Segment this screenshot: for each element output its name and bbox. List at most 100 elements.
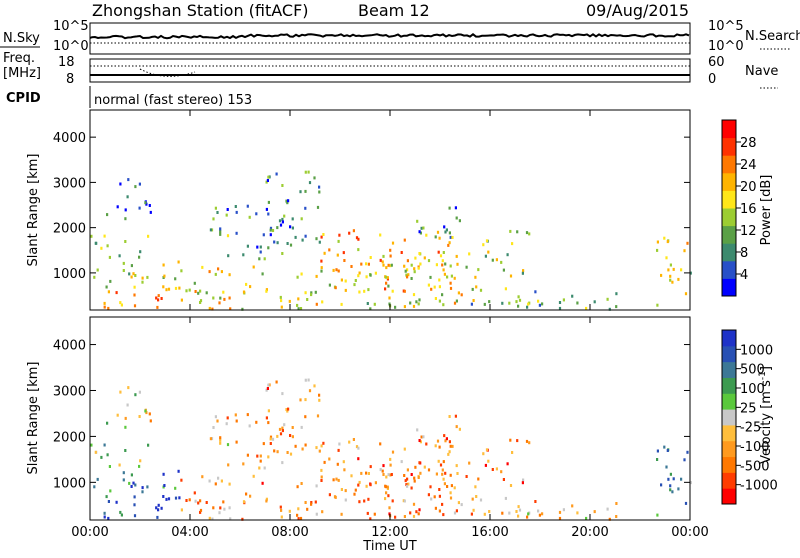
data-cell [391, 289, 394, 293]
data-cell [255, 420, 258, 424]
data-cell [266, 387, 269, 390]
data-cell [124, 240, 127, 243]
x-tick-label: 12:00 [371, 525, 408, 540]
data-cell [180, 508, 183, 512]
data-cell [438, 445, 441, 449]
data-cell [315, 274, 318, 278]
data-cell [369, 517, 372, 521]
data-cell [518, 298, 522, 302]
data-cell [449, 281, 452, 285]
data-cell [357, 237, 360, 241]
data-cell [571, 294, 574, 298]
data-cell [144, 409, 147, 413]
data-cell [448, 440, 451, 444]
data-cell [115, 500, 118, 504]
data-cell [300, 425, 303, 429]
data-cell [558, 516, 562, 520]
data-cell [322, 233, 325, 236]
data-cell [167, 497, 171, 501]
data-cell [528, 441, 531, 445]
data-cell [133, 304, 137, 308]
data-cell [444, 439, 447, 443]
data-cell [105, 495, 108, 499]
data-cell [465, 265, 468, 269]
data-cell [217, 267, 220, 271]
colorbar-tick-label: 28 [740, 136, 757, 151]
data-cell [414, 465, 417, 469]
beam-label: Beam 12 [358, 1, 430, 20]
data-cell [671, 490, 674, 494]
data-cell [382, 473, 385, 476]
data-cell [615, 305, 618, 309]
data-cell [425, 442, 428, 446]
velocity-panel-frame [89, 316, 691, 521]
data-cell [106, 421, 109, 425]
data-cell [502, 268, 505, 272]
data-cell [660, 273, 663, 277]
data-cell [374, 271, 377, 275]
nsearch-tick-top: 10^5 [708, 19, 744, 34]
data-cell [363, 289, 366, 293]
data-cell [379, 258, 382, 262]
data-cell [403, 264, 406, 268]
data-cell [307, 378, 310, 382]
data-cell [301, 238, 304, 242]
data-cell [438, 236, 441, 240]
data-cell [449, 473, 452, 477]
data-cell [188, 288, 191, 292]
colorbar-tick-label: -1000 [740, 479, 778, 494]
data-cell [267, 246, 270, 250]
data-cell [228, 273, 231, 277]
power-y-axis-label: Slant Range [km] [26, 154, 41, 267]
data-cell [410, 486, 413, 490]
data-cell [134, 483, 137, 487]
data-cell [280, 508, 283, 512]
data-cell [403, 515, 406, 518]
data-cell [323, 460, 326, 464]
data-cell [155, 296, 158, 300]
data-cell [279, 223, 283, 227]
data-cell [146, 485, 149, 489]
data-cell [316, 205, 320, 209]
data-cell [132, 272, 135, 276]
y-tick-label: 1000 [53, 476, 86, 491]
data-cell [522, 269, 525, 273]
data-cell [103, 515, 106, 519]
data-cell [336, 253, 339, 257]
data-cell [615, 292, 618, 296]
data-cell [403, 289, 406, 293]
data-cell [162, 263, 165, 267]
data-cell [103, 305, 106, 309]
data-cell [541, 512, 544, 516]
data-cell [222, 500, 225, 504]
data-cell [446, 275, 449, 279]
data-cell [387, 473, 390, 477]
data-cell [265, 180, 268, 184]
data-cell [320, 235, 323, 239]
data-cell [304, 378, 307, 382]
data-cell [418, 439, 421, 442]
data-cell [455, 509, 458, 513]
data-cell [214, 272, 217, 276]
data-cell [450, 484, 453, 488]
data-cell [381, 260, 384, 264]
data-cell [669, 274, 672, 278]
data-cell [381, 469, 384, 473]
data-cell [449, 264, 452, 268]
data-cell [280, 299, 283, 303]
data-cell [147, 234, 150, 238]
data-cell [146, 275, 149, 279]
data-cell [672, 477, 675, 481]
colorbar-segment [722, 278, 736, 297]
data-cell [400, 251, 403, 254]
data-cell [321, 510, 324, 514]
data-cell [669, 488, 672, 492]
data-cell [199, 508, 203, 512]
data-cell [219, 232, 222, 236]
data-cell [406, 259, 409, 263]
data-cell [212, 296, 215, 300]
data-cell [506, 462, 509, 466]
data-cell [656, 303, 659, 307]
data-cell [344, 498, 347, 502]
data-cell [304, 415, 307, 419]
